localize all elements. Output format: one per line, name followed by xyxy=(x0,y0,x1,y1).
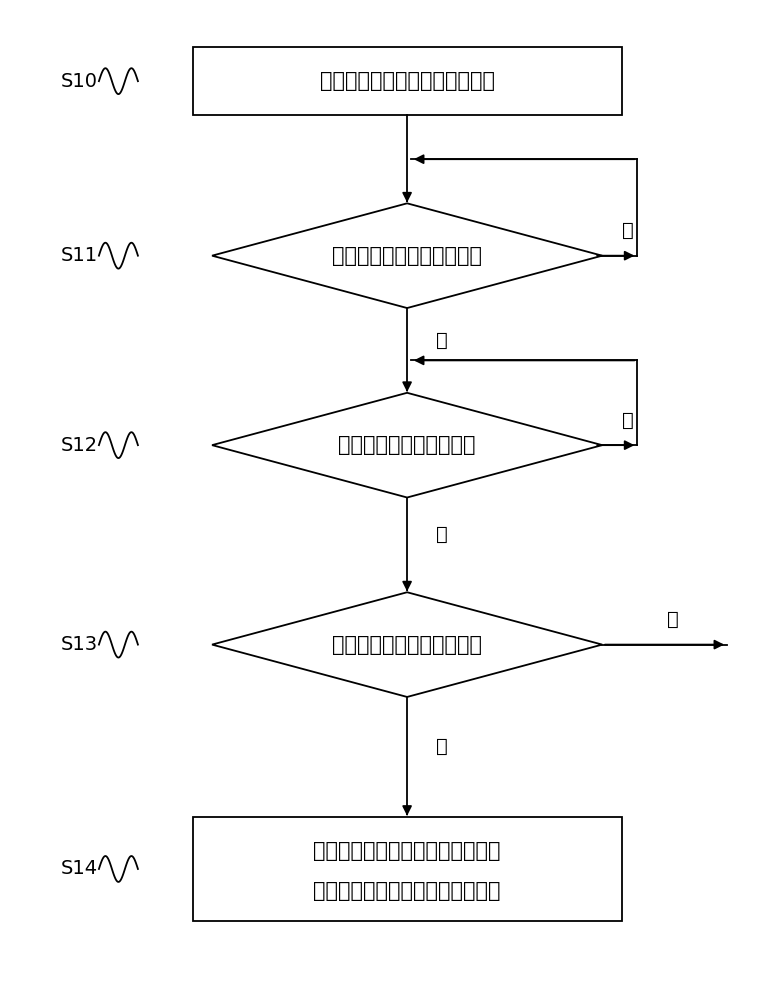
Text: 反射功率是否大于第一阈值: 反射功率是否大于第一阈值 xyxy=(332,246,482,266)
Polygon shape xyxy=(212,203,602,308)
Polygon shape xyxy=(212,592,602,697)
Text: 设定可调阻抗元件的初始阻抗值: 设定可调阻抗元件的初始阻抗值 xyxy=(319,71,495,91)
Text: 否: 否 xyxy=(622,221,633,240)
Text: S14: S14 xyxy=(61,859,98,878)
Text: 是: 是 xyxy=(436,331,448,350)
Text: 是: 是 xyxy=(436,525,448,544)
Text: 否: 否 xyxy=(622,411,633,430)
Text: 射频电源的频率是否稳定: 射频电源的频率是否稳定 xyxy=(338,435,476,455)
Text: S11: S11 xyxy=(61,246,98,265)
Text: 反射功率是否大于第二阈值: 反射功率是否大于第二阈值 xyxy=(332,635,482,655)
Text: S10: S10 xyxy=(61,72,98,91)
Polygon shape xyxy=(212,393,602,498)
Text: S13: S13 xyxy=(61,635,98,654)
Text: 根据同轴电缆上对地电压与电流，: 根据同轴电缆上对地电压与电流， xyxy=(313,841,501,861)
Bar xyxy=(193,817,622,921)
Text: 得出一调节步长来调节可调阻抗值: 得出一调节步长来调节可调阻抗值 xyxy=(313,881,501,901)
Text: 否: 否 xyxy=(666,610,678,629)
Bar xyxy=(193,47,622,115)
Text: 是: 是 xyxy=(436,737,448,756)
Text: S12: S12 xyxy=(61,436,98,455)
